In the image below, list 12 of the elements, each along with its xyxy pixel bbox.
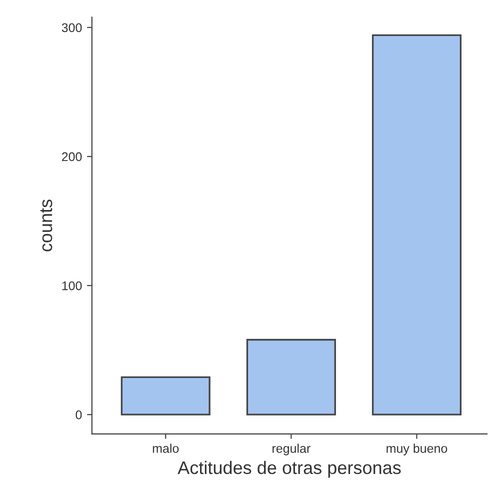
- bar: [372, 34, 462, 416]
- x-axis-title: Actitudes de otras personas: [178, 460, 401, 478]
- y-tick-label: 0: [76, 410, 82, 420]
- bar: [246, 338, 336, 416]
- bar: [120, 376, 210, 416]
- x-tick-label: regular: [272, 444, 310, 456]
- y-tick-label: 300: [62, 23, 82, 32]
- x-tick-label: malo: [152, 444, 179, 453]
- x-tick-label: muy bueno: [386, 444, 448, 456]
- y-axis-title: counts: [40, 200, 52, 252]
- y-tick-label: 200: [62, 152, 82, 162]
- y-tick-label: 100: [62, 281, 82, 290]
